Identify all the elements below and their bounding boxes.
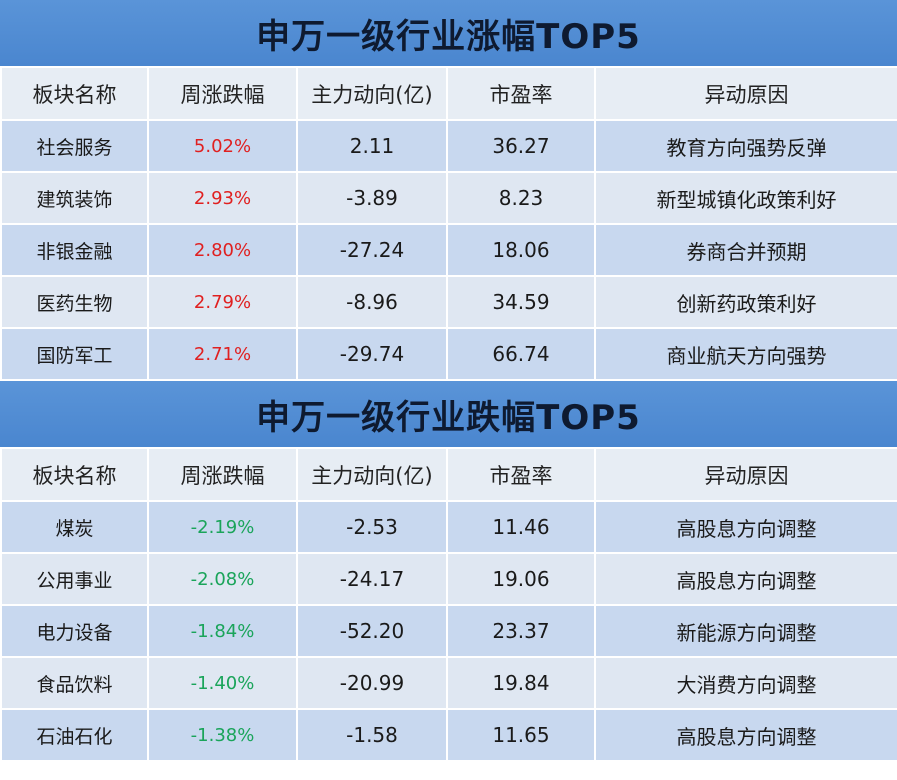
table-row: 煤炭 -2.19% -2.53 11.46 高股息方向调整	[0, 500, 897, 554]
header-sector: 板块名称	[0, 66, 149, 121]
table-row: 公用事业 -2.08% -24.17 19.06 高股息方向调整	[0, 552, 897, 606]
pe-ratio: 23.37	[446, 604, 596, 658]
header-reason: 异动原因	[594, 66, 897, 121]
pe-ratio: 36.27	[446, 119, 596, 173]
main-flow: -27.24	[296, 223, 448, 277]
sector-name: 煤炭	[0, 500, 149, 554]
main-flow: 2.11	[296, 119, 448, 173]
reason: 教育方向强势反弹	[594, 119, 897, 173]
page: 申万一级行业涨幅TOP5 板块名称 周涨跌幅 主力动向(亿) 市盈率 异动原因 …	[0, 0, 897, 762]
sector-name: 建筑装饰	[0, 171, 149, 225]
header-reason: 异动原因	[594, 447, 897, 502]
table-row: 社会服务 5.02% 2.11 36.27 教育方向强势反弹	[0, 119, 897, 173]
weekly-change: 2.79%	[147, 275, 298, 329]
main-flow: -2.53	[296, 500, 448, 554]
sector-name: 公用事业	[0, 552, 149, 606]
pe-ratio: 66.74	[446, 327, 596, 381]
weekly-change: -1.40%	[147, 656, 298, 710]
reason: 新能源方向调整	[594, 604, 897, 658]
sector-name: 石油石化	[0, 708, 149, 762]
table-row: 建筑装饰 2.93% -3.89 8.23 新型城镇化政策利好	[0, 171, 897, 225]
pe-ratio: 8.23	[446, 171, 596, 225]
sector-name: 食品饮料	[0, 656, 149, 710]
sector-name: 电力设备	[0, 604, 149, 658]
sector-name: 国防军工	[0, 327, 149, 381]
header-main-flow: 主力动向(亿)	[296, 447, 448, 502]
header-weekly-change: 周涨跌幅	[147, 66, 298, 121]
sector-name: 医药生物	[0, 275, 149, 329]
weekly-change: -2.08%	[147, 552, 298, 606]
sector-name: 非银金融	[0, 223, 149, 277]
table-row: 电力设备 -1.84% -52.20 23.37 新能源方向调整	[0, 604, 897, 658]
reason: 创新药政策利好	[594, 275, 897, 329]
reason: 券商合并预期	[594, 223, 897, 277]
table-row: 食品饮料 -1.40% -20.99 19.84 大消费方向调整	[0, 656, 897, 710]
table-row: 石油石化 -1.38% -1.58 11.65 高股息方向调整	[0, 708, 897, 762]
header-main-flow: 主力动向(亿)	[296, 66, 448, 121]
pe-ratio: 19.06	[446, 552, 596, 606]
reason: 高股息方向调整	[594, 708, 897, 762]
header-row: 板块名称 周涨跌幅 主力动向(亿) 市盈率 异动原因	[0, 66, 897, 121]
pe-ratio: 34.59	[446, 275, 596, 329]
weekly-change: 2.80%	[147, 223, 298, 277]
main-flow: -24.17	[296, 552, 448, 606]
sector-name: 社会服务	[0, 119, 149, 173]
main-flow: -20.99	[296, 656, 448, 710]
header-pe: 市盈率	[446, 447, 596, 502]
weekly-change: -1.38%	[147, 708, 298, 762]
weekly-change: 2.93%	[147, 171, 298, 225]
main-flow: -52.20	[296, 604, 448, 658]
weekly-change: -1.84%	[147, 604, 298, 658]
pe-ratio: 11.65	[446, 708, 596, 762]
main-flow: -3.89	[296, 171, 448, 225]
reason: 新型城镇化政策利好	[594, 171, 897, 225]
top-losers-table: 板块名称 周涨跌幅 主力动向(亿) 市盈率 异动原因 煤炭 -2.19% -2.…	[0, 447, 897, 762]
top-losers-title: 申万一级行业跌幅TOP5	[0, 381, 897, 447]
pe-ratio: 19.84	[446, 656, 596, 710]
top-gainers-table: 板块名称 周涨跌幅 主力动向(亿) 市盈率 异动原因 社会服务 5.02% 2.…	[0, 66, 897, 381]
header-row: 板块名称 周涨跌幅 主力动向(亿) 市盈率 异动原因	[0, 447, 897, 502]
pe-ratio: 11.46	[446, 500, 596, 554]
table-row: 非银金融 2.80% -27.24 18.06 券商合并预期	[0, 223, 897, 277]
reason: 高股息方向调整	[594, 552, 897, 606]
header-weekly-change: 周涨跌幅	[147, 447, 298, 502]
weekly-change: 2.71%	[147, 327, 298, 381]
header-pe: 市盈率	[446, 66, 596, 121]
weekly-change: 5.02%	[147, 119, 298, 173]
header-sector: 板块名称	[0, 447, 149, 502]
main-flow: -8.96	[296, 275, 448, 329]
main-flow: -29.74	[296, 327, 448, 381]
main-flow: -1.58	[296, 708, 448, 762]
table-row: 国防军工 2.71% -29.74 66.74 商业航天方向强势	[0, 327, 897, 381]
reason: 高股息方向调整	[594, 500, 897, 554]
top-gainers-title: 申万一级行业涨幅TOP5	[0, 0, 897, 66]
reason: 商业航天方向强势	[594, 327, 897, 381]
table-row: 医药生物 2.79% -8.96 34.59 创新药政策利好	[0, 275, 897, 329]
weekly-change: -2.19%	[147, 500, 298, 554]
pe-ratio: 18.06	[446, 223, 596, 277]
reason: 大消费方向调整	[594, 656, 897, 710]
